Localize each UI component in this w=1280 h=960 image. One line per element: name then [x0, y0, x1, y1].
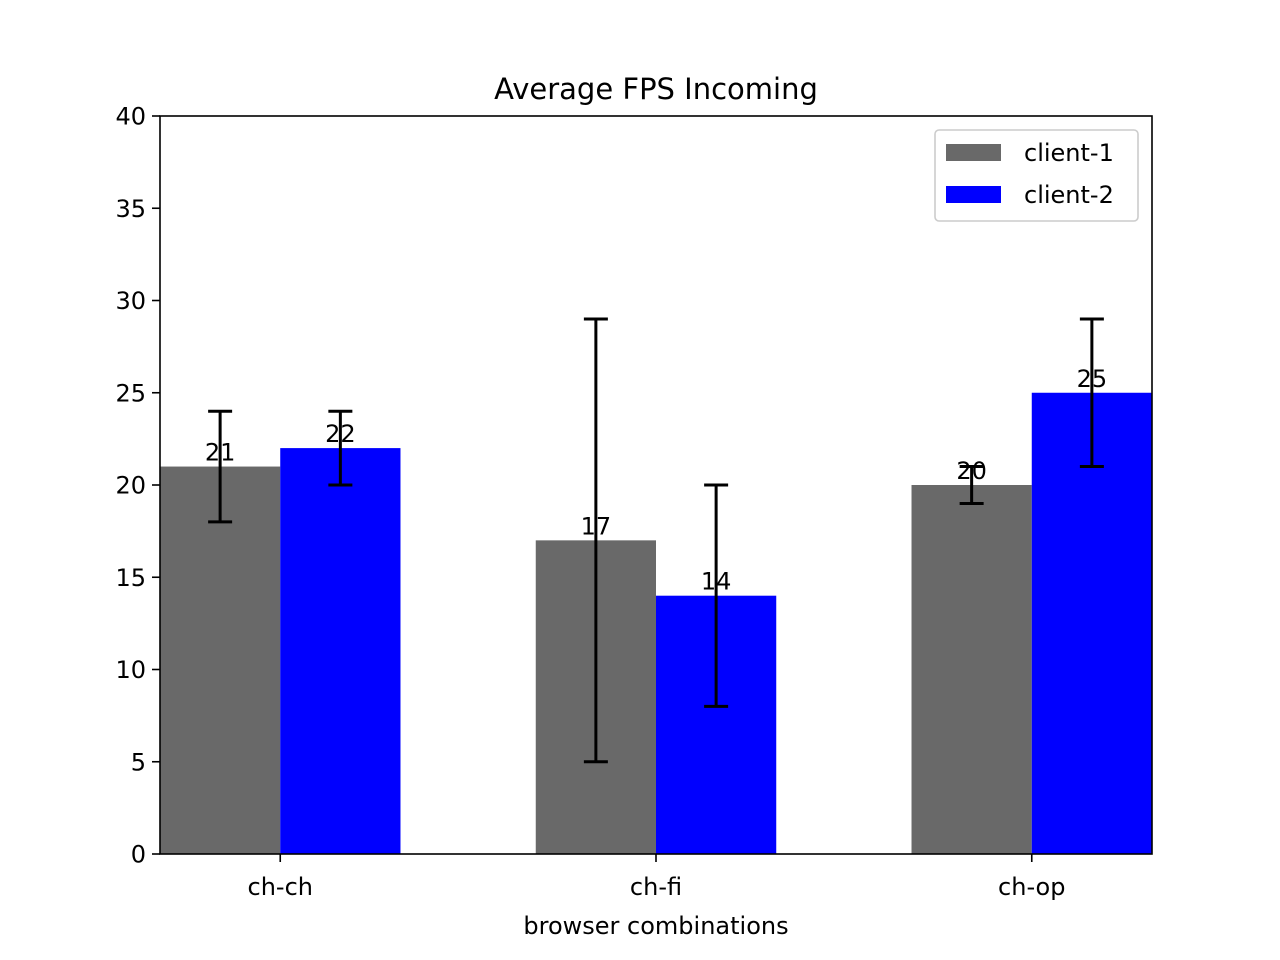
- y-tick-label: 15: [115, 564, 146, 592]
- y-tick-label: 30: [115, 287, 146, 315]
- chart-title: Average FPS Incoming: [494, 72, 818, 106]
- x-tick-label: ch-op: [998, 873, 1065, 901]
- legend: client-1 client-2: [934, 129, 1139, 222]
- data-label: 20: [956, 457, 987, 485]
- x-tick-label: ch-ch: [248, 873, 313, 901]
- legend-swatch: [946, 144, 1001, 161]
- plot-area: 21 17 20 22 14 25: [160, 317, 1152, 854]
- bar: [1031, 392, 1152, 854]
- data-label: 21: [205, 439, 236, 467]
- axes: 0 5 10 15 20 25 30 35 40 ch-ch ch-fi ch-op: [115, 103, 1065, 902]
- data-label: 14: [701, 568, 732, 596]
- y-tick-label: 40: [115, 103, 146, 131]
- data-label: 25: [1077, 365, 1108, 393]
- data-label: 22: [325, 420, 356, 448]
- y-tick-label: 0: [131, 841, 146, 869]
- legend-swatch: [946, 186, 1001, 203]
- y-tick-label: 5: [131, 748, 146, 776]
- legend-label: client-1: [1024, 139, 1114, 167]
- bar: [160, 466, 281, 854]
- y-tick-label: 35: [115, 195, 146, 223]
- y-tick-label: 25: [115, 379, 146, 407]
- x-tick-label: ch-fi: [630, 873, 682, 901]
- x-axis-label: browser combinations: [523, 912, 788, 940]
- data-label: 17: [581, 512, 612, 540]
- y-tick-label: 20: [115, 472, 146, 500]
- legend-label: client-2: [1024, 181, 1114, 209]
- y-tick-label: 10: [115, 656, 146, 684]
- bar: [280, 448, 401, 854]
- bar: [911, 485, 1032, 854]
